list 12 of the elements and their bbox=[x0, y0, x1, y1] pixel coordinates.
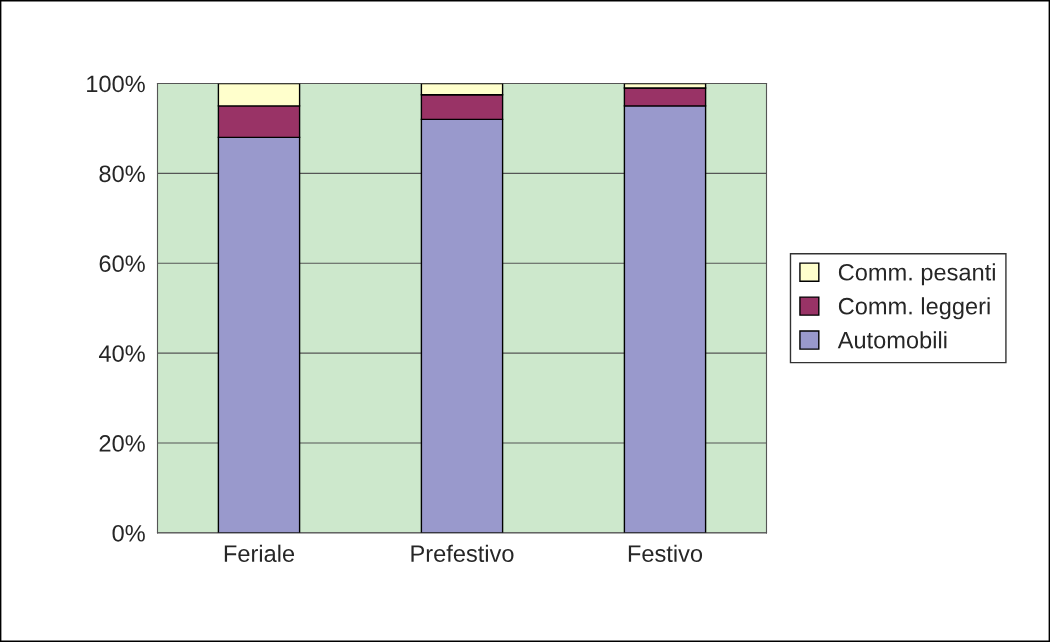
legend-label: Automobili bbox=[837, 331, 947, 349]
y-tick-label: 40% bbox=[98, 345, 145, 362]
legend-label: Comm. leggeri bbox=[838, 297, 990, 320]
y-tick-label: 0% bbox=[112, 524, 145, 542]
legend-label: Comm. pesanti bbox=[838, 263, 995, 286]
y-tick-label: 80% bbox=[99, 165, 145, 183]
x-tick-label: Festivo bbox=[628, 544, 703, 563]
y-tick-label: 100% bbox=[87, 75, 145, 93]
x-tick-label: Prefestivo bbox=[411, 544, 514, 563]
y-tick-label: 20% bbox=[99, 435, 145, 452]
x-tick-label: Feriale bbox=[224, 544, 295, 563]
y-tick-label: 60% bbox=[99, 255, 145, 273]
